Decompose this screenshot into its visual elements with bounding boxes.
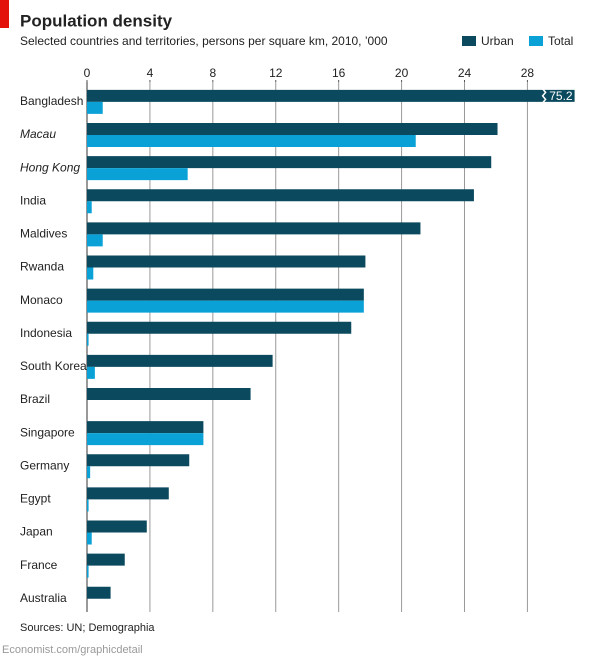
bar [87,586,111,599]
bar [87,333,89,346]
legend-label: Urban [481,34,514,48]
red-tag [0,0,9,28]
y-tick-label: Bangladesh [20,94,83,108]
y-tick-label: Indonesia [20,326,72,340]
y-tick-label: France [20,558,58,572]
bar [87,366,95,379]
bar [87,222,421,235]
chart-title: Population density [20,11,173,30]
y-tick-label: India [20,193,46,207]
bar [87,565,89,578]
bar [87,135,416,147]
bar [87,388,251,400]
x-tick-label: 24 [458,66,472,80]
bar [87,288,364,301]
bar [87,189,474,202]
bar [87,499,89,512]
x-tick-label: 20 [395,66,409,80]
x-tick-label: 28 [521,66,535,80]
y-tick-label: Monaco [20,293,63,307]
bar [87,354,273,367]
y-tick-label: Egypt [20,492,51,506]
source: Sources: UN; Demographia [20,622,155,634]
bar [87,201,92,214]
y-tick-label: Maldives [20,227,67,241]
bar [87,123,498,135]
bar [87,267,94,280]
bar [87,89,575,102]
value-label: 75.2 [549,89,573,103]
x-tick-label: 4 [147,66,154,80]
bar [87,421,204,434]
bar [87,255,366,268]
x-tick-label: 0 [84,66,91,80]
y-tick-label: Brazil [20,392,50,406]
legend-swatch [529,36,543,46]
bar [87,168,188,181]
bar [87,466,91,479]
break-mark [541,88,547,104]
bar [87,321,352,334]
y-tick-label: Hong Kong [20,160,80,174]
bar [87,553,125,566]
x-tick-label: 12 [269,66,283,80]
bar [87,433,204,446]
bar [87,156,492,169]
bar [87,454,190,467]
y-tick-label: Germany [20,458,69,472]
y-tick-label: Rwanda [20,260,64,274]
x-tick-label: 16 [332,66,346,80]
bar [87,300,364,313]
x-tick-label: 8 [209,66,216,80]
chart-subtitle: Selected countries and territories, pers… [20,34,388,48]
y-tick-label: Australia [20,591,67,605]
y-tick-label: Singapore [20,425,75,439]
y-tick-label: Japan [20,525,53,539]
bar [87,532,92,545]
bar [87,487,169,500]
legend-label: Total [548,34,573,48]
footer: Economist.com/graphicdetail [2,644,143,656]
y-tick-label: Macau [20,127,56,141]
bar [87,520,147,533]
bar [87,101,103,114]
y-tick-label: South Korea [20,359,87,373]
legend-swatch [462,36,476,46]
bar [87,234,103,247]
